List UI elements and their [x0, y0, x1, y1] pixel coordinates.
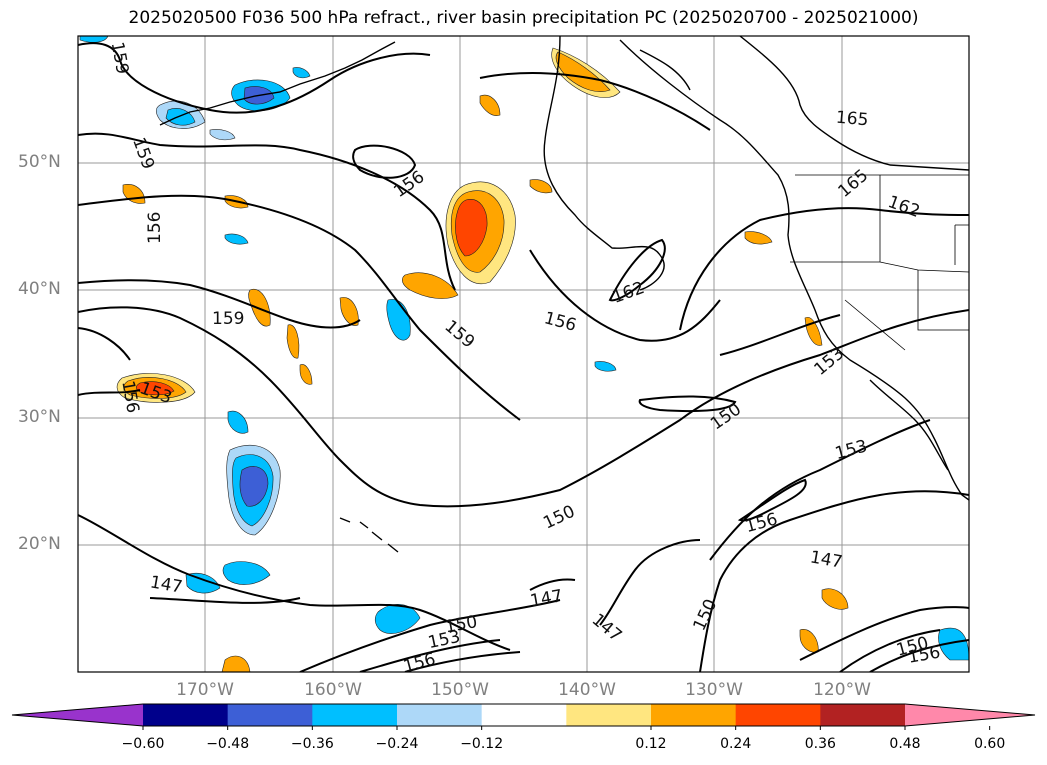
anomaly-positive: [221, 655, 251, 672]
contour-label: 150: [540, 502, 578, 534]
anomaly-negative: [239, 466, 269, 507]
hawaii-islands: [339, 517, 399, 553]
anomaly-negative: [224, 233, 249, 245]
anomaly-negative: [185, 572, 221, 594]
anomaly-negative: [79, 36, 109, 43]
colorbar-tick-label: −0.36: [290, 736, 334, 752]
lat-label-30n: 30°N: [18, 407, 61, 427]
anomaly-negative: [594, 361, 617, 372]
colorbar-swatch: [651, 704, 737, 726]
anomaly-negative: [222, 561, 271, 585]
lat-label-20n: 20°N: [18, 534, 61, 554]
anomaly-negative: [374, 604, 421, 634]
lon-label-140w: 140°W: [558, 680, 616, 700]
contour-label: 147: [588, 610, 626, 646]
colorbar-swatch: [227, 704, 313, 726]
gulf-of-alaska-coast: [739, 36, 969, 171]
colorbar-swatch: [566, 704, 652, 726]
colorbar-swatch: [735, 704, 821, 726]
anomaly-positive: [479, 94, 501, 116]
anomaly-positive: [555, 51, 611, 92]
contour-label: 147: [529, 586, 564, 611]
alaska-interior-coast: [639, 49, 691, 91]
contour-label: 159: [107, 40, 132, 75]
anomaly-positive: [799, 629, 819, 653]
contour-label: 159: [441, 316, 479, 352]
colorbar-swatch: [397, 704, 483, 726]
colorbar-tick-label: 0.48: [889, 736, 921, 752]
lon-label-150w: 150°W: [431, 680, 489, 700]
lon-label-130w: 130°W: [685, 680, 743, 700]
colorbar-swatch: [481, 704, 567, 726]
lon-label-120w: 120°W: [813, 680, 871, 700]
contour-label: 165: [835, 108, 869, 131]
contour-label: 162: [885, 192, 922, 222]
contour-label: 159: [212, 309, 244, 329]
anomaly-positive: [122, 184, 146, 204]
anomaly-positive: [821, 588, 849, 610]
colorbar-extend-max: [905, 704, 1035, 726]
lon-label-170w: 170°W: [176, 680, 234, 700]
contour-label: 150: [690, 596, 722, 634]
anomaly-negative: [227, 410, 249, 434]
lat-label-50n: 50°N: [18, 152, 61, 172]
colorbar-tick-label: 0.24: [720, 736, 752, 752]
anomaly-negative: [209, 129, 236, 141]
colorbar-extend-min: [12, 704, 143, 726]
coastlines: [159, 36, 969, 553]
contour-label: 156: [117, 379, 142, 414]
contour-label: 156: [907, 642, 942, 667]
colorbar-tick-label: −0.60: [121, 736, 165, 752]
anomaly-positive: [401, 272, 459, 299]
anomaly-positive: [529, 179, 553, 194]
map-frame: [77, 35, 970, 673]
colorbar-tick-label: 0.60: [974, 736, 1006, 752]
shaded-anomalies: [79, 36, 969, 672]
anomaly-negative: [292, 67, 311, 79]
anomaly-positive: [286, 324, 300, 359]
anomaly-positive: [339, 297, 359, 326]
colorbar-tick-label: 0.12: [635, 736, 667, 752]
colorbar-tick-label: −0.12: [460, 736, 504, 752]
contour-label: 156: [390, 167, 428, 202]
anomaly-negative: [386, 299, 411, 341]
contour-label: 159: [128, 135, 158, 172]
contour-label: 162: [610, 278, 647, 308]
borders: [790, 174, 969, 351]
contour-label: 156: [145, 212, 165, 244]
contour-label: 150: [707, 399, 745, 434]
contour-label: 147: [809, 547, 844, 572]
anomaly-positive: [455, 199, 488, 257]
contour-label: 147: [149, 572, 184, 597]
contour-label: 153: [811, 344, 849, 380]
colorbar: [11, 703, 1036, 730]
anomaly-positive: [744, 231, 773, 245]
colorbar-tick-label: −0.48: [206, 736, 250, 752]
anomaly-negative: [938, 627, 969, 661]
lat-label-40n: 40°N: [18, 279, 61, 299]
aleutian-islands: [159, 41, 396, 126]
baja-coast: [869, 379, 949, 471]
height-contours: [78, 42, 969, 672]
colorbar-tick-label: 0.36: [804, 736, 836, 752]
map-title: 2025020500 F036 500 hPa refract., river …: [128, 8, 919, 28]
anomaly-positive: [299, 364, 313, 385]
colorbar-swatch: [312, 704, 398, 726]
colorbar-swatch: [143, 704, 229, 726]
anomaly-positive: [135, 381, 175, 396]
lon-label-160w: 160°W: [304, 680, 362, 700]
contour-label: 165: [835, 166, 873, 202]
contour-label: 153: [833, 436, 870, 464]
contour-label: 156: [401, 649, 438, 677]
colorbar-tick-label: −0.24: [375, 736, 419, 752]
contour-label: 156: [542, 308, 579, 336]
colorbar-swatch: [820, 704, 906, 726]
